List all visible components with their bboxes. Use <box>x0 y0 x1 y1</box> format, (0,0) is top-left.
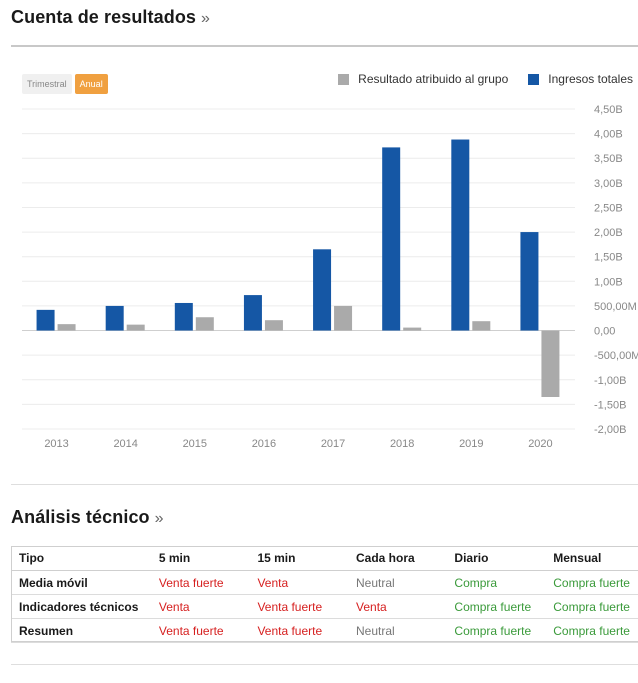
row-label: Indicadores técnicos <box>11 594 151 619</box>
legend-label: Resultado atribuido al grupo <box>358 72 509 86</box>
x-tick-label: 2020 <box>528 438 552 450</box>
y-tick-label: -1,50B <box>594 399 626 411</box>
tab-annual[interactable]: Anual <box>74 74 108 94</box>
bar-net-income-2014[interactable] <box>126 324 145 331</box>
more-arrow-icon[interactable]: » <box>154 510 164 527</box>
income-bar-chart: 4,50B 4,00B 3,50B 3,00B 2,50B 2,00B 1,50B 1,00B… <box>22 104 638 450</box>
signal-cell: Compra fuerte <box>446 618 546 643</box>
income-statement-title-text[interactable]: Cuenta de resultados <box>11 7 197 27</box>
signal-cell: Neutral <box>348 570 447 595</box>
bar-revenue-2015[interactable] <box>174 302 193 331</box>
title-divider <box>11 45 638 47</box>
bar-net-income-2017[interactable] <box>334 305 353 331</box>
row-label: Resumen <box>11 618 151 643</box>
y-tick-label: 500,00M <box>594 301 637 313</box>
x-tick-label: 2018 <box>390 438 414 450</box>
header-hourly[interactable]: Cada hora <box>348 546 447 571</box>
technical-summary-table: Tipo 5 min 15 min Cada hora Diario Mensu… <box>11 546 638 643</box>
bar-net-income-2015[interactable] <box>195 317 214 331</box>
signal-cell: Neutral <box>348 618 447 643</box>
bar-net-income-2020[interactable] <box>541 330 560 397</box>
signal-cell: Compra fuerte <box>446 594 546 619</box>
signal-cell: Compra fuerte <box>545 594 638 619</box>
period-toggle: Trimestral Anual <box>22 74 108 94</box>
signal-cell: Venta <box>348 594 447 619</box>
bottom-divider <box>11 664 638 665</box>
signal-cell: Venta fuerte <box>249 594 348 619</box>
technical-analysis-title[interactable]: Análisis técnico» <box>11 507 164 528</box>
more-arrow-icon[interactable]: » <box>201 10 211 27</box>
bar-revenue-2017[interactable] <box>313 249 332 331</box>
table-row: Indicadores técnicos Venta Venta fuerte Ven… <box>11 594 638 619</box>
bar-net-income-2018[interactable] <box>403 327 422 331</box>
y-tick-label: -2,00B <box>594 424 626 436</box>
y-tick-label: 0,00 <box>594 326 615 338</box>
signal-cell: Compra fuerte <box>545 618 638 643</box>
x-tick-label: 2014 <box>113 438 137 450</box>
legend-item-net-income[interactable]: Resultado atribuido al grupo <box>338 72 508 86</box>
header-type: Tipo <box>11 546 151 571</box>
signal-cell: Venta <box>249 570 348 595</box>
legend-swatch-gray <box>338 73 350 85</box>
x-tick-label: 2013 <box>44 438 68 450</box>
bar-revenue-2014[interactable] <box>105 305 124 331</box>
y-tick-label: 3,00B <box>594 178 623 190</box>
y-tick-label: 2,00B <box>594 227 623 239</box>
signal-cell: Venta fuerte <box>150 570 250 595</box>
signal-cell: Venta fuerte <box>249 618 348 643</box>
y-tick-label: 3,50B <box>594 153 623 165</box>
section-divider <box>11 484 638 485</box>
bar-revenue-2018[interactable] <box>382 147 401 331</box>
header-daily[interactable]: Diario <box>446 546 546 571</box>
bar-revenue-2016[interactable] <box>243 295 262 331</box>
signal-cell: Compra fuerte <box>545 570 638 595</box>
signal-cell: Venta <box>150 594 250 619</box>
x-tick-label: 2017 <box>321 438 345 450</box>
header-15min[interactable]: 15 min <box>249 546 348 571</box>
technical-analysis-title-text[interactable]: Análisis técnico <box>11 507 150 527</box>
bar-net-income-2016[interactable] <box>264 320 283 331</box>
x-tick-label: 2019 <box>459 438 483 450</box>
legend-swatch-blue <box>528 73 540 85</box>
header-monthly[interactable]: Mensual <box>545 546 638 571</box>
x-tick-label: 2015 <box>183 438 207 450</box>
legend-label: Ingresos totales <box>548 72 633 86</box>
y-tick-label: -500,00M <box>594 350 638 362</box>
bar-revenue-2019[interactable] <box>451 139 470 331</box>
bar-revenue-2020[interactable] <box>520 232 539 331</box>
y-tick-label: -1,00B <box>594 375 626 387</box>
table-header-row: Tipo 5 min 15 min Cada hora Diario Mensu… <box>11 546 638 571</box>
table-row: Resumen Venta fuerte Venta fuerte Neutral Co… <box>11 618 638 643</box>
legend-item-revenue[interactable]: Ingresos totales <box>528 72 633 86</box>
bar-net-income-2013[interactable] <box>57 324 76 331</box>
y-tick-label: 4,00B <box>594 129 623 141</box>
bar-net-income-2019[interactable] <box>472 321 491 331</box>
income-statement-title[interactable]: Cuenta de resultados» <box>11 7 210 28</box>
header-5min[interactable]: 5 min <box>150 546 250 571</box>
table-row: Media móvil Venta fuerte Venta Neutral Compr… <box>11 570 638 595</box>
bar-revenue-2013[interactable] <box>36 309 55 331</box>
chart-legend: Resultado atribuido al grupo Ingresos to… <box>338 72 633 86</box>
y-tick-label: 4,50B <box>594 104 623 116</box>
signal-cell: Compra <box>446 570 546 595</box>
y-tick-label: 2,50B <box>594 202 623 214</box>
signal-cell: Venta fuerte <box>150 618 250 643</box>
y-tick-label: 1,00B <box>594 276 623 288</box>
row-label: Media móvil <box>11 570 151 595</box>
x-tick-label: 2016 <box>252 438 276 450</box>
tab-quarterly[interactable]: Trimestral <box>22 74 72 94</box>
y-tick-label: 1,50B <box>594 252 623 264</box>
